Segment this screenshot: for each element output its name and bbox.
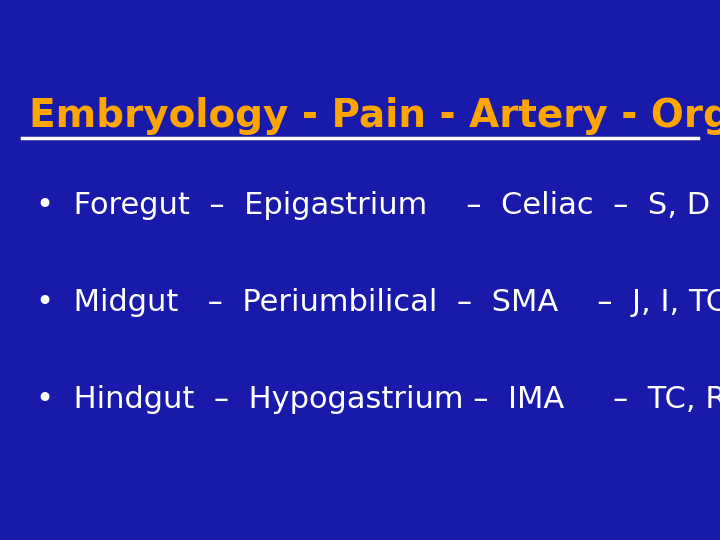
Text: •  Foregut  –  Epigastrium    –  Celiac  –  S, D: • Foregut – Epigastrium – Celiac – S, D xyxy=(36,191,710,220)
Text: •  Hindgut  –  Hypogastrium –  IMA     –  TC, R: • Hindgut – Hypogastrium – IMA – TC, R xyxy=(36,385,720,414)
Text: Embryology - Pain - Artery - Organ: Embryology - Pain - Artery - Organ xyxy=(29,97,720,135)
Text: •  Midgut   –  Periumbilical  –  SMA    –  J, I, TC: • Midgut – Periumbilical – SMA – J, I, T… xyxy=(36,288,720,317)
